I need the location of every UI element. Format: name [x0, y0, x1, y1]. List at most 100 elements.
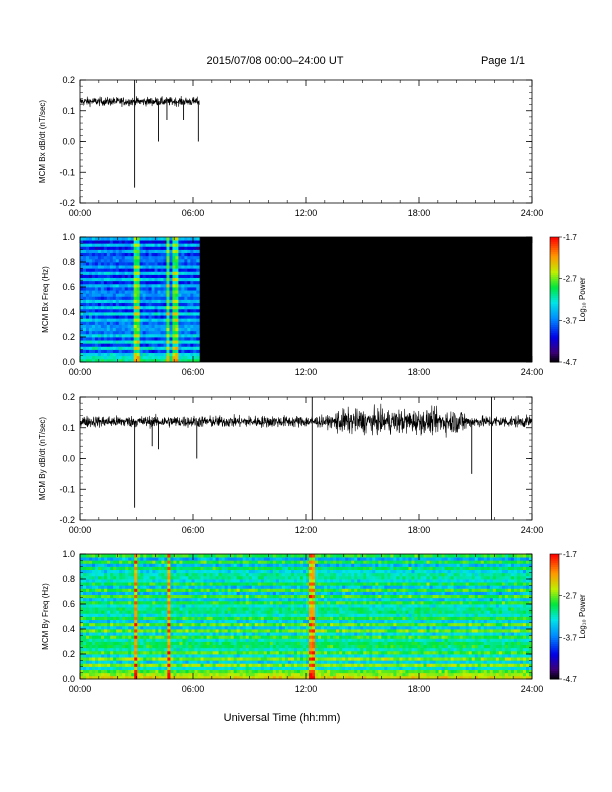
spectrogram-cell [146, 669, 150, 674]
spectrogram-cell [130, 293, 135, 297]
spectrogram-cell [296, 563, 301, 567]
spectrogram-cell [230, 607, 235, 611]
spectrogram-cell [143, 554, 147, 558]
spectrogram-cell [100, 280, 105, 285]
spectrogram-cell [127, 287, 132, 291]
spectrogram-cell [164, 554, 168, 558]
spectrogram-cell [88, 349, 93, 354]
spectrogram-cell [173, 666, 177, 671]
colorbar-segment [550, 282, 559, 286]
spectrogram-cell [179, 613, 183, 617]
spectrogram-cell [151, 246, 155, 250]
spectrogram-cell [188, 572, 192, 577]
spectrogram-cell [278, 560, 283, 564]
spectrogram-cell [115, 252, 120, 257]
spectrogram-cell [233, 607, 238, 611]
spectrogram-cell [221, 616, 226, 621]
spectrogram-cell [116, 588, 120, 592]
spectrogram-cell [152, 666, 156, 671]
spectrogram-cell [263, 594, 268, 599]
spectrogram-cell [266, 588, 271, 592]
spectrogram-cell [133, 290, 138, 294]
spectrogram-cell [275, 582, 280, 586]
spectrogram-cell [113, 575, 117, 580]
spectrogram-cell [89, 644, 93, 649]
spectrogram-cell [83, 660, 87, 664]
spectrogram-cell [91, 299, 96, 304]
spectrogram-cell [145, 321, 149, 325]
spectrogram-cell [200, 591, 204, 596]
spectrogram-cell [239, 613, 244, 617]
spectrogram-cell [182, 632, 186, 636]
spectrogram-cell [136, 262, 141, 266]
spectrogram-cell [233, 591, 238, 596]
spectrogram-cell [269, 644, 274, 649]
spectrogram-cell [92, 560, 96, 564]
spectrogram-cell [97, 299, 102, 304]
spectrogram-cell [212, 619, 216, 624]
spectrogram-cell [175, 315, 179, 319]
spectrogram-cell [293, 663, 298, 667]
spectrogram-cell [136, 274, 141, 279]
spectrogram-cell [140, 632, 144, 636]
spectrogram-cell [113, 582, 117, 586]
spectrogram-cell [109, 246, 114, 250]
spectrogram-cell [179, 563, 183, 567]
spectrogram-cell [104, 635, 108, 639]
spectrogram-cell [139, 358, 144, 363]
spectrogram-cell [163, 337, 167, 341]
spectrogram-cell [145, 268, 149, 272]
spectrogram-cell [196, 343, 200, 347]
spectrogram-cell [148, 255, 152, 260]
spectrogram-cell [215, 607, 220, 611]
spectrogram-cell [161, 604, 165, 608]
colorbar-segment [550, 322, 559, 325]
spectrogram-cell [181, 349, 185, 354]
spectrogram-cell [287, 663, 292, 667]
spectrogram-cell [281, 579, 286, 583]
spectrogram-cell [218, 560, 223, 564]
spectrogram-cell [193, 324, 197, 329]
spectrogram-cell [128, 632, 132, 636]
spectrogram-cell [194, 557, 198, 561]
spectrogram-cell [86, 582, 90, 586]
spectrogram-cell [290, 638, 295, 642]
spectrogram-cell [269, 557, 274, 561]
spectrogram-cell [209, 569, 213, 574]
spectrogram-cell [92, 660, 96, 664]
spectrogram-cell [187, 280, 191, 285]
spectrogram-cell [112, 293, 117, 297]
spectrogram-cell [230, 575, 235, 580]
spectrogram-cell [112, 262, 117, 266]
spectrogram-cell [119, 610, 123, 614]
spectrogram-cell [116, 625, 120, 630]
colorbar-segment [550, 353, 559, 357]
colorbar-segment [550, 357, 559, 361]
spectrogram-cell [248, 585, 253, 589]
spectrogram-cell [169, 249, 173, 254]
spectrogram-cell [170, 672, 174, 677]
spectrogram-cell [196, 240, 200, 244]
spectrogram-cell [299, 666, 304, 671]
spectrogram-cell [179, 554, 183, 558]
spectrogram-cell [287, 566, 292, 571]
spectrogram-cell [221, 613, 226, 617]
spectrogram-cell [94, 246, 99, 250]
spectrogram-cell [206, 629, 210, 633]
y-tick-label: 0.2 [62, 75, 75, 85]
spectrogram-cell [242, 647, 247, 652]
spectrogram-cell [275, 575, 280, 580]
spectrogram-cell [230, 635, 235, 639]
spectrogram-cell [175, 246, 179, 250]
spectrogram-cell [206, 657, 210, 661]
spectrogram-cell [127, 271, 132, 275]
spectrogram-cell [254, 632, 259, 636]
spectrogram-cell [86, 575, 90, 580]
spectrogram-cell [154, 358, 158, 363]
spectrogram-cell [200, 660, 204, 664]
spectrogram-cell [190, 240, 194, 244]
spectrogram-cell [284, 650, 289, 655]
spectrogram-cell [136, 240, 141, 244]
spectrogram-cell [158, 604, 162, 608]
spectrogram-cell [107, 647, 111, 652]
